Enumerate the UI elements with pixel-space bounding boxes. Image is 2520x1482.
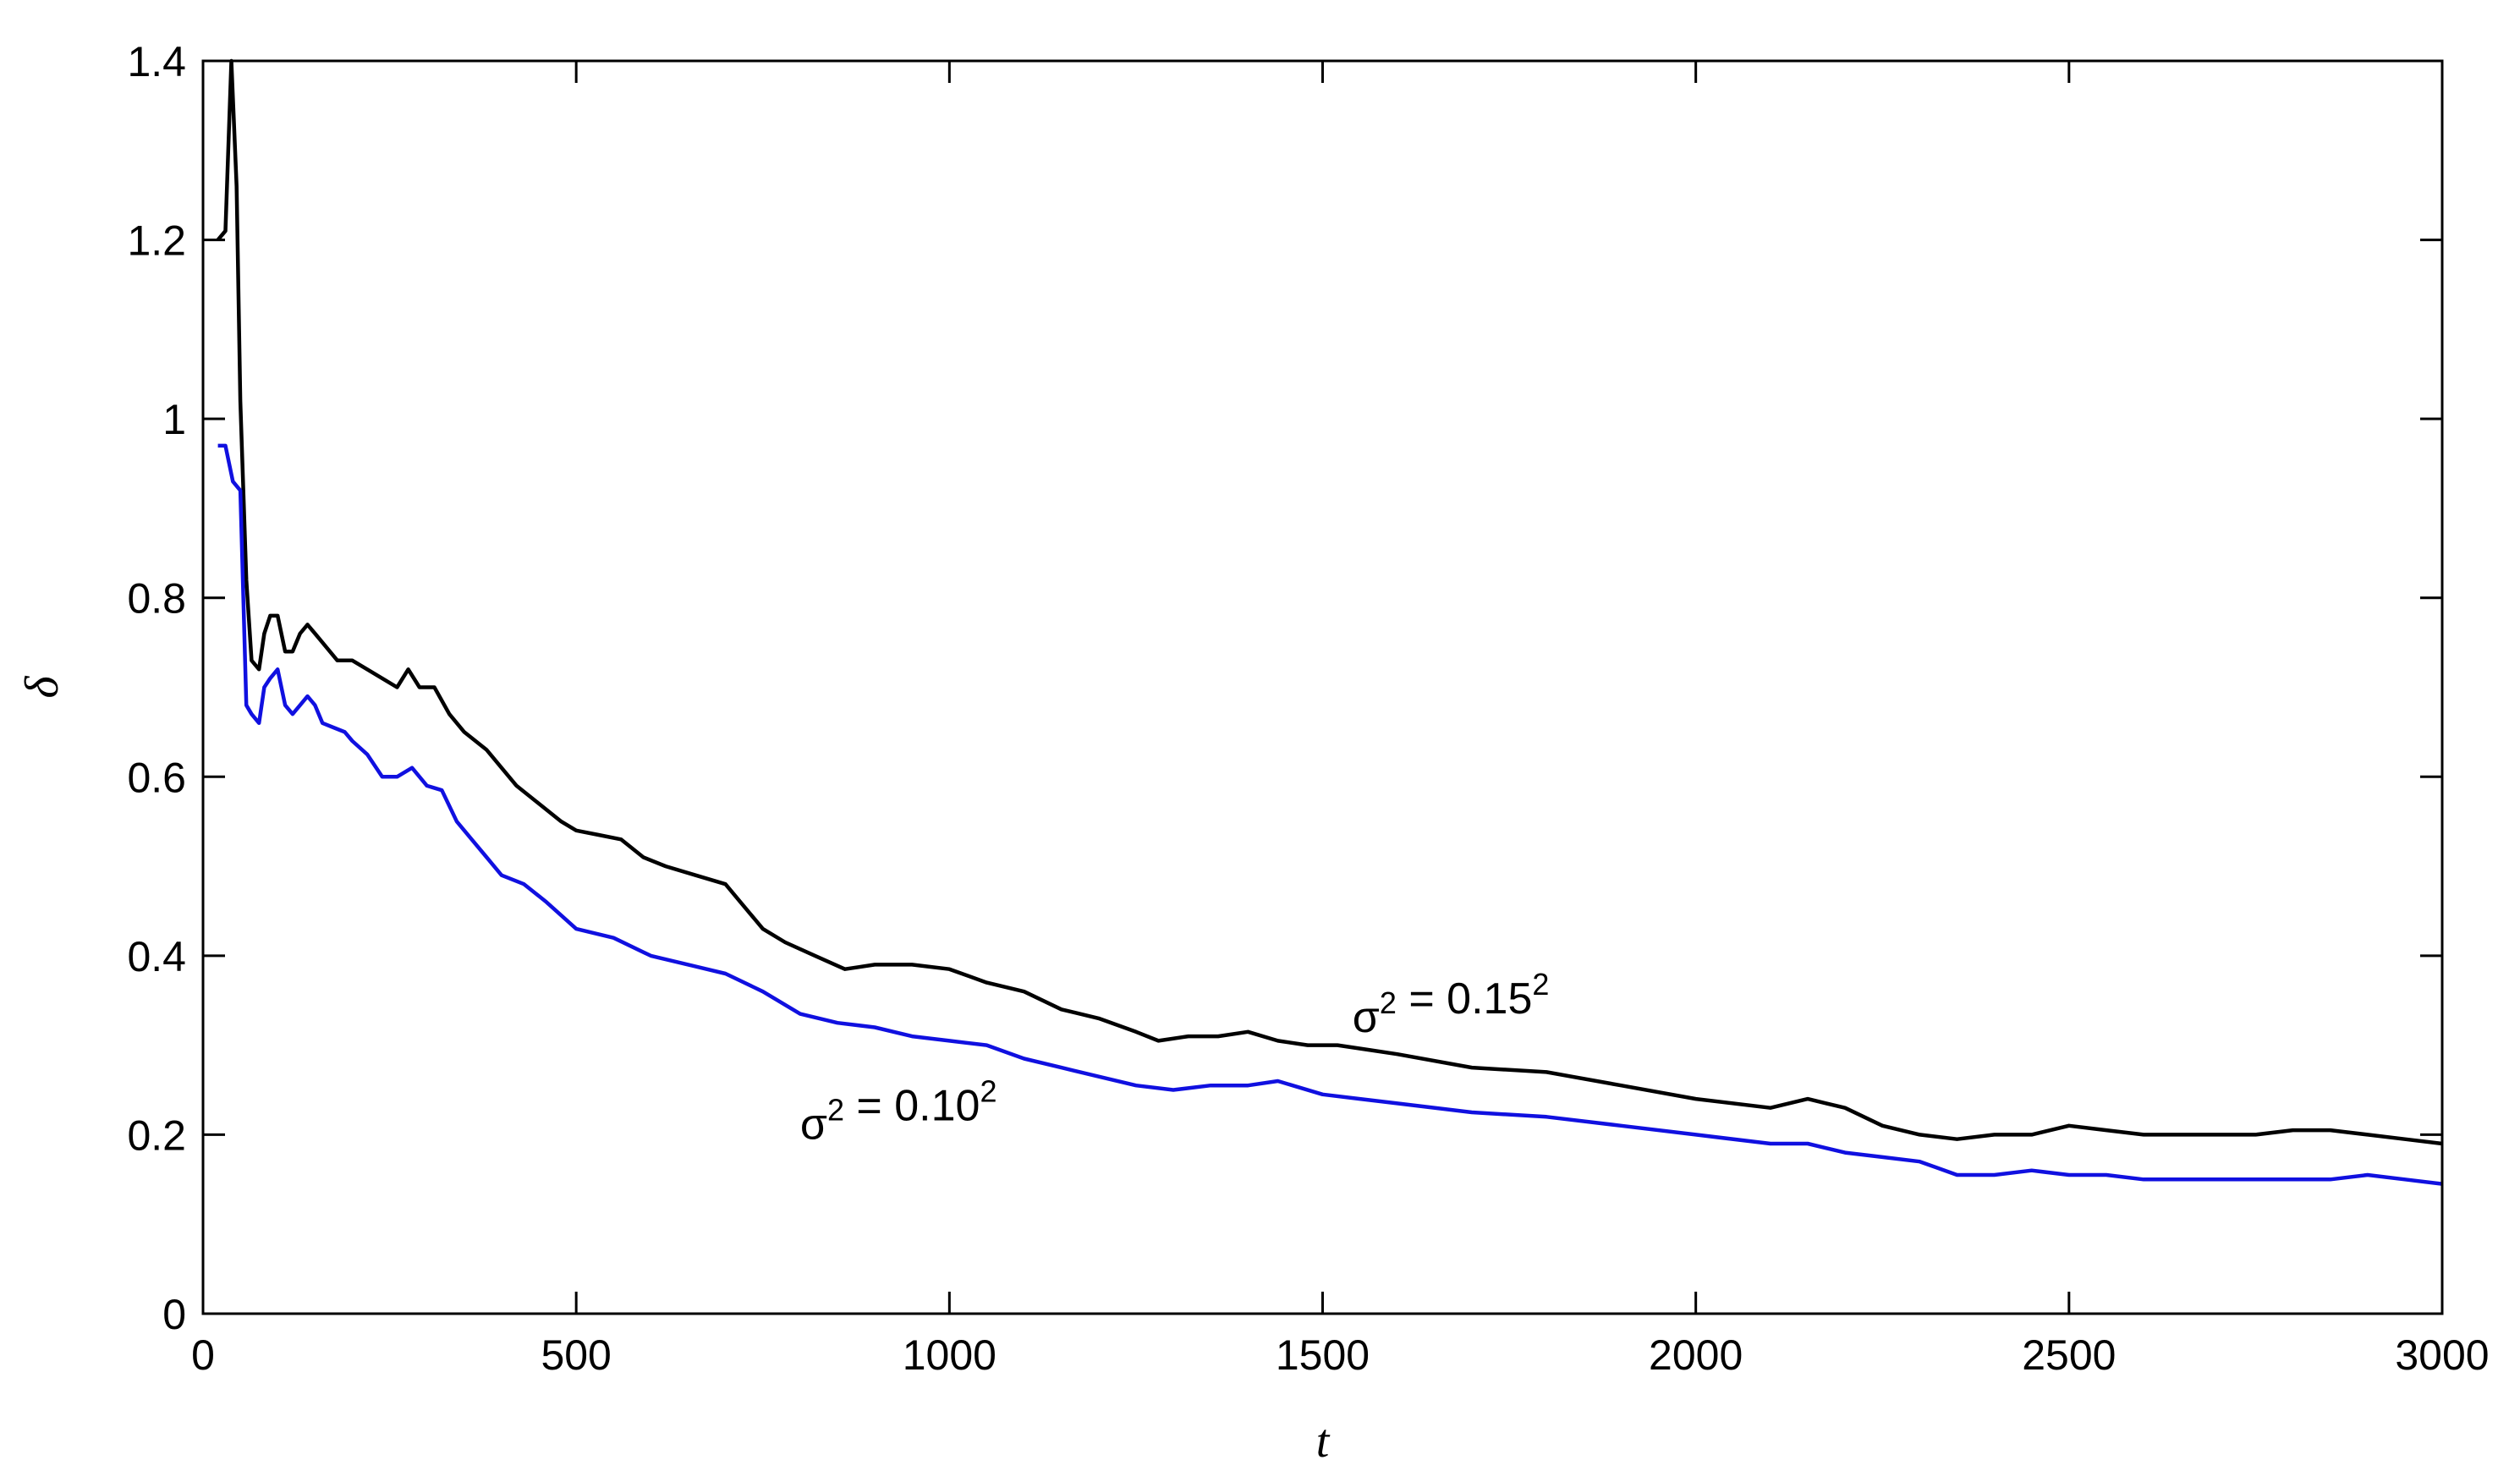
labels-layer: 0 500 1000 1500 2000 2500 3000 0 0.2 0.4 0.6 0.8 1 1.… — [16, 38, 2490, 1468]
x-tick-label: 1500 — [1276, 1331, 1370, 1379]
x-tick-label: 0 — [191, 1331, 215, 1379]
series-layer — [216, 58, 2443, 1186]
y-tick-label: 0.8 — [127, 575, 186, 623]
x-tick-label: 1000 — [903, 1331, 996, 1379]
x-tick-label: 2000 — [1649, 1331, 1743, 1379]
y-tick-label: 1.2 — [127, 217, 186, 265]
x-tick-label: 3000 — [2395, 1331, 2489, 1379]
y-tick-label: 0.2 — [127, 1112, 186, 1159]
y-tick-label: 0 — [162, 1291, 186, 1338]
y-tick-label: 1 — [162, 396, 186, 443]
y-tick-label: 1.4 — [127, 38, 186, 85]
x-tick-label: 500 — [541, 1331, 611, 1379]
series-line-sigma-0-15 — [216, 58, 2443, 1146]
x-tick-label: 2500 — [2022, 1331, 2116, 1379]
y-tick-label: 0.4 — [127, 933, 186, 980]
series-line-sigma-0-10 — [217, 443, 2443, 1186]
y-axis-label: δ — [16, 676, 69, 699]
annotation-label-sigma-0-10: σ² = 0.10²σ2 = 0.102 — [800, 1074, 997, 1150]
axes-layer — [201, 59, 2444, 1315]
x-axis-label: t — [1316, 1415, 1331, 1468]
y-tick-label: 0.6 — [127, 754, 186, 801]
